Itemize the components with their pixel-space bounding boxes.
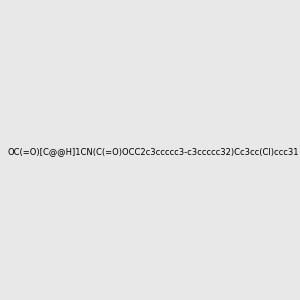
Text: OC(=O)[C@@H]1CN(C(=O)OCC2c3ccccc3-c3ccccc32)Cc3cc(Cl)ccc31: OC(=O)[C@@H]1CN(C(=O)OCC2c3ccccc3-c3cccc… (8, 147, 299, 156)
